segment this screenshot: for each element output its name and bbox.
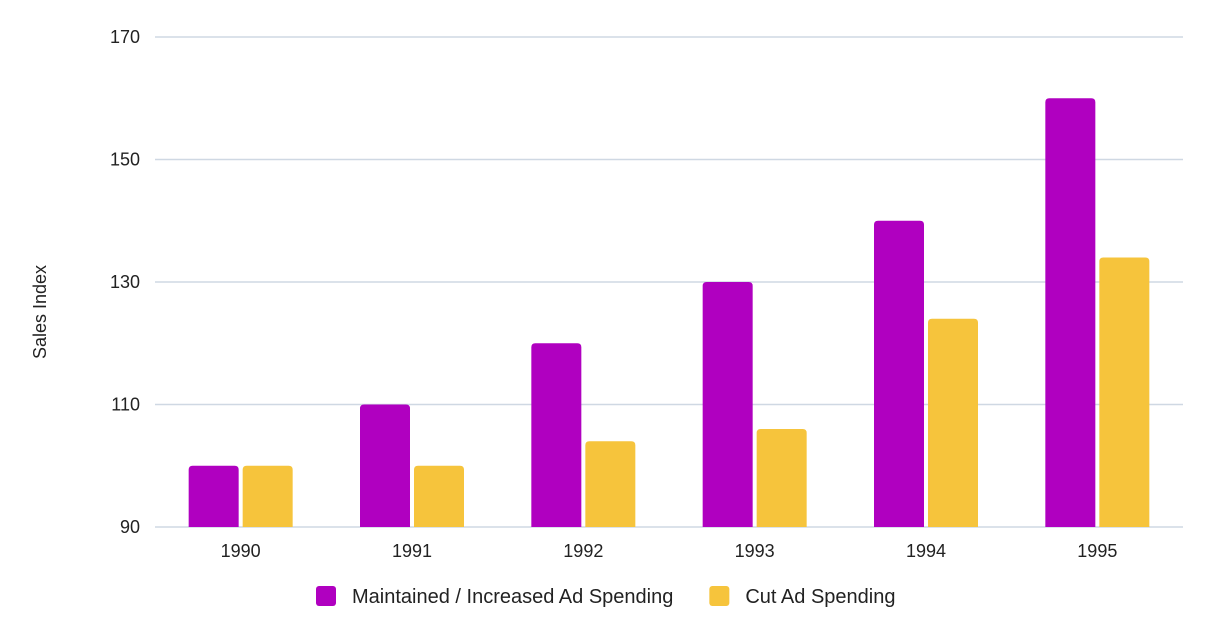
legend-swatch-1	[709, 586, 730, 606]
x-tick-label-1992: 1992	[563, 541, 603, 561]
bar-1992-series-0	[531, 343, 582, 527]
bar-1991-series-0	[360, 404, 410, 527]
bar-1993-series-1	[756, 429, 807, 527]
y-tick-label-1: 110	[111, 395, 140, 415]
bar-1992-series-1	[585, 441, 636, 527]
legend: Maintained / Increased Ad Spending Cut Ad…	[316, 586, 895, 608]
y-tick-label-4: 170	[110, 27, 140, 47]
bar-1995-series-1	[1099, 257, 1150, 527]
gridlines	[155, 36, 1183, 528]
bar-1993-series-0	[702, 282, 753, 527]
bar-1990-series-1	[242, 465, 293, 527]
x-tick-label-1994: 1994	[906, 541, 946, 561]
x-axis-ticks: 1990 1991 1992 1993 1994 1995	[221, 541, 1118, 561]
bar-1991-series-1	[414, 465, 464, 527]
y-tick-label-2: 130	[110, 272, 140, 292]
x-tick-label-1995: 1995	[1077, 541, 1117, 561]
bar-1990-series-0	[188, 465, 239, 527]
bar-1994-series-0	[874, 220, 924, 527]
x-tick-label-1990: 1990	[221, 541, 261, 561]
bar-1994-series-1	[928, 318, 978, 527]
legend-label-0: Maintained / Increased Ad Spending	[352, 586, 673, 608]
y-axis-title: Sales Index	[30, 265, 50, 359]
legend-label-1: Cut Ad Spending	[745, 586, 895, 608]
x-tick-label-1991: 1991	[392, 541, 432, 561]
legend-swatch-0	[316, 586, 336, 606]
y-tick-label-0: 90	[120, 517, 140, 537]
y-tick-label-3: 150	[110, 150, 140, 170]
bars	[188, 98, 1150, 527]
y-axis-ticks: 90 110 130 150 170	[110, 27, 140, 537]
x-tick-label-1993: 1993	[735, 541, 775, 561]
bar-1995-series-0	[1045, 98, 1096, 527]
